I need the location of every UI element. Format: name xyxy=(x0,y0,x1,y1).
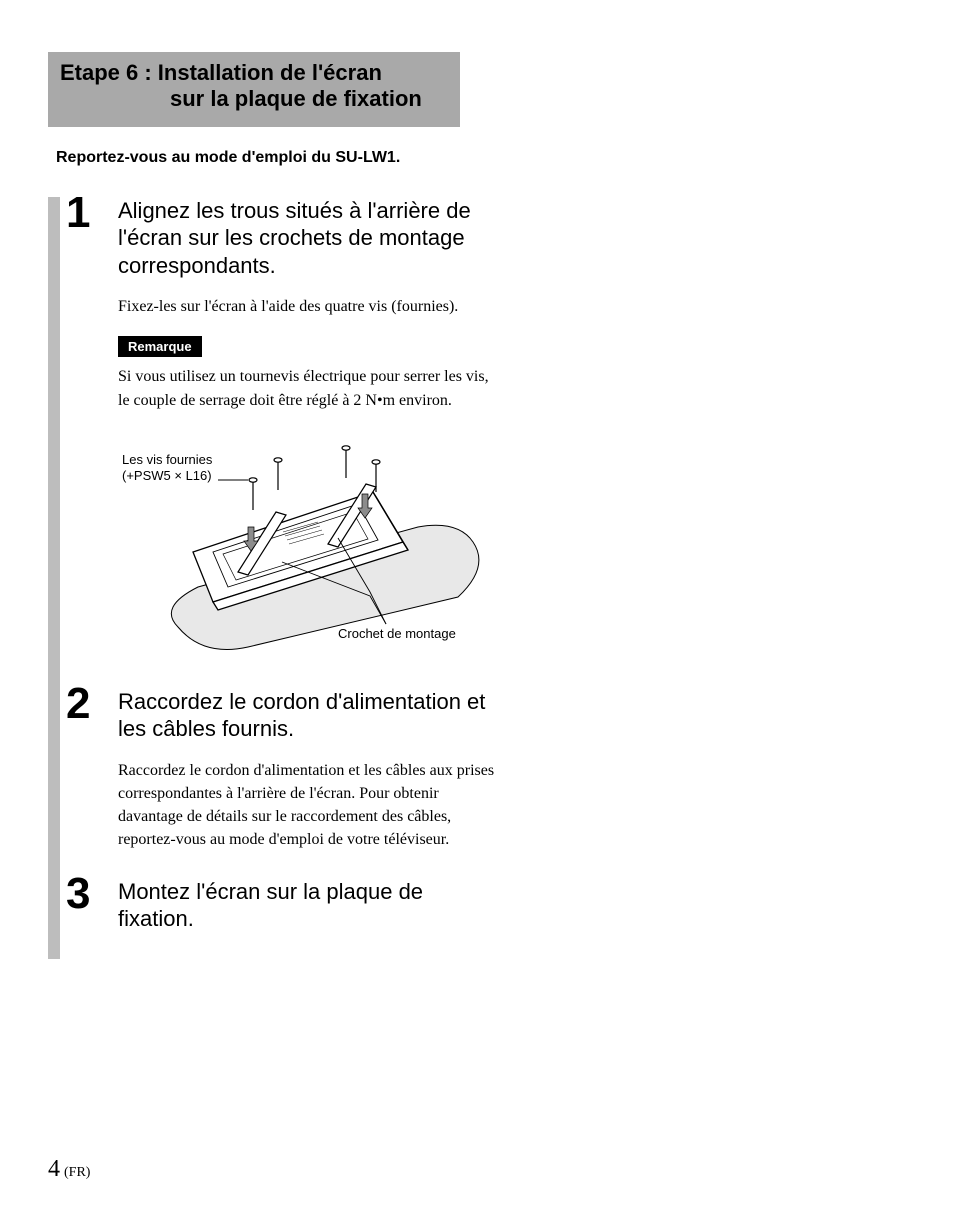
step-number: 1 xyxy=(66,191,90,235)
step-1: 1 Alignez les trous situés à l'arrière d… xyxy=(78,197,498,662)
steps-list: 1 Alignez les trous situés à l'arrière d… xyxy=(78,197,498,959)
figure-label-bracket: Crochet de montage xyxy=(338,626,488,642)
left-accent-bar xyxy=(48,197,60,959)
step-heading: Montez l'écran sur la plaque de fixation… xyxy=(118,878,498,933)
figure-mounting: Les vis fournies (+PSW5 × L16) Crochet d… xyxy=(118,432,498,662)
section-title-line2: sur la plaque de fixation xyxy=(60,86,448,112)
section-title: Etape 6 : Installation de l'écran sur la… xyxy=(48,52,460,127)
figure-label-screws-line1: Les vis fournies xyxy=(122,452,212,467)
step-2: 2 Raccordez le cordon d'alimentation et … xyxy=(78,688,498,852)
step-number: 3 xyxy=(66,872,90,916)
page-number: 4 xyxy=(48,1156,60,1182)
step-number: 2 xyxy=(66,682,90,726)
step-heading: Raccordez le cordon d'alimentation et le… xyxy=(118,688,498,743)
steps-container: 1 Alignez les trous situés à l'arrière d… xyxy=(48,197,906,959)
step-3: 3 Montez l'écran sur la plaque de fixati… xyxy=(78,878,498,933)
intro-text: Reportez-vous au mode d'emploi du SU-LW1… xyxy=(56,149,906,167)
note-chip: Remarque xyxy=(118,336,202,357)
figure-label-screws: Les vis fournies (+PSW5 × L16) xyxy=(122,452,242,485)
page-footer: 4 (FR) xyxy=(48,1156,90,1183)
step-heading: Alignez les trous situés à l'arrière de … xyxy=(118,197,498,280)
step-body: Raccordez le cordon d'alimentation et le… xyxy=(118,759,498,852)
page-lang-suffix: (FR) xyxy=(64,1165,90,1180)
figure-label-screws-line2: (+PSW5 × L16) xyxy=(122,468,212,483)
note-body: Si vous utilisez un tournevis électrique… xyxy=(118,365,498,411)
step-body: Fixez-les sur l'écran à l'aide des quatr… xyxy=(118,295,498,318)
document-page: Etape 6 : Installation de l'écran sur la… xyxy=(0,0,954,1221)
section-title-line1: Etape 6 : Installation de l'écran xyxy=(60,60,448,86)
